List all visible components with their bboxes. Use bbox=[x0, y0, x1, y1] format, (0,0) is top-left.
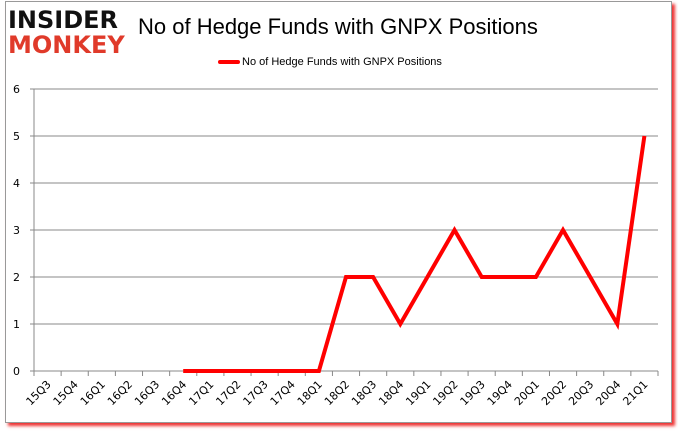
x-tick-label: 20Q2 bbox=[539, 378, 569, 408]
x-tick-label: 18Q1 bbox=[295, 378, 325, 408]
x-tick-label: 17Q1 bbox=[186, 378, 216, 408]
gridlines bbox=[34, 88, 658, 325]
x-axis: 15Q315Q416Q116Q216Q316Q417Q117Q217Q317Q4… bbox=[24, 370, 659, 408]
chart-title: No of Hedge Funds with GNPX Positions bbox=[138, 14, 538, 39]
x-tick-label: 16Q2 bbox=[105, 378, 135, 408]
logo-line-1: INSIDER bbox=[8, 6, 119, 34]
x-tick-label: 16Q4 bbox=[159, 378, 189, 408]
x-tick-label: 18Q2 bbox=[322, 378, 352, 408]
y-tick-label: 6 bbox=[13, 83, 20, 96]
x-tick-label: 20Q4 bbox=[593, 378, 623, 408]
x-tick-label: 19Q4 bbox=[485, 378, 515, 408]
chart-legend: No of Hedge Funds with GNPX Positions bbox=[218, 56, 442, 68]
x-tick-label: 16Q3 bbox=[132, 378, 162, 408]
x-tick-label: 20Q1 bbox=[512, 378, 542, 408]
y-axis: 0 1 2 3 4 5 6 bbox=[13, 83, 35, 378]
chart-frame bbox=[5, 1, 672, 423]
logo-line-2: MONKEY bbox=[8, 31, 125, 59]
x-tick-label: 16Q1 bbox=[78, 378, 108, 408]
y-tick-label: 3 bbox=[13, 224, 20, 237]
legend-line-swatch-icon bbox=[218, 60, 240, 64]
y-tick-label: 1 bbox=[13, 318, 20, 331]
y-tick-label: 2 bbox=[13, 271, 20, 284]
x-tick-label: 19Q3 bbox=[458, 378, 488, 408]
y-tick-label: 0 bbox=[13, 365, 20, 378]
x-tick-label: 18Q4 bbox=[376, 378, 406, 408]
x-tick-label: 15Q4 bbox=[51, 378, 81, 408]
legend-label: No of Hedge Funds with GNPX Positions bbox=[242, 56, 442, 68]
x-tick-label: 19Q1 bbox=[403, 378, 433, 408]
x-tick-label: 17Q4 bbox=[268, 378, 298, 408]
x-tick-label: 15Q3 bbox=[24, 378, 54, 408]
y-tick-label: 4 bbox=[13, 177, 20, 190]
x-tick-label: 17Q2 bbox=[213, 378, 243, 408]
x-tick-label: 18Q3 bbox=[349, 378, 379, 408]
series-line bbox=[183, 135, 647, 373]
x-tick-label: 20Q3 bbox=[566, 378, 596, 408]
x-tick-label: 21Q1 bbox=[620, 378, 650, 408]
x-tick-label: 19Q2 bbox=[430, 378, 460, 408]
x-tick-label: 17Q3 bbox=[241, 378, 271, 408]
y-tick-label: 5 bbox=[13, 130, 20, 143]
insider-monkey-logo: INSIDER MONKEY bbox=[8, 8, 126, 57]
